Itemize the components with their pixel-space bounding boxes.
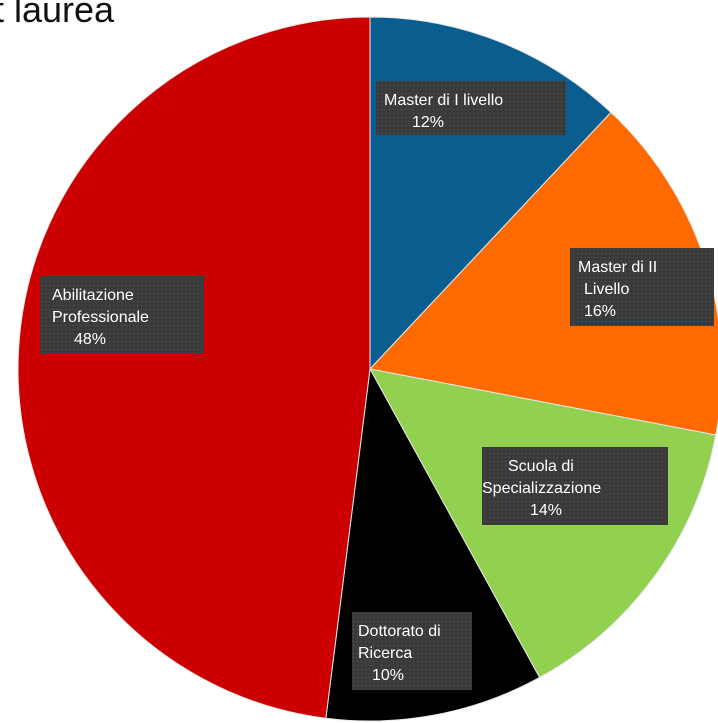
data-label-box (352, 612, 472, 690)
data-label-name: Ricerca (358, 645, 412, 662)
pie-slices (17, 16, 718, 722)
chart-title: t laurea (0, 0, 115, 30)
data-label-name: Scuola di (508, 458, 574, 475)
pie-slice-5 (17, 16, 371, 719)
data-label-value: 12% (412, 114, 444, 131)
data-label-name: Livello (584, 281, 629, 298)
data-label-name: Dottorato di (358, 623, 441, 640)
data-label-name: Professionale (52, 309, 149, 326)
data-label-value: 14% (530, 502, 562, 519)
data-label-box (482, 447, 668, 525)
pie-labels: Master di I livello 12% Master di II Livell… (40, 81, 714, 690)
data-label-name: Specializzazione (482, 480, 601, 497)
data-label-box (376, 81, 566, 135)
data-label-name: Abilitazione (52, 287, 134, 304)
data-label-box (570, 248, 714, 326)
data-label-5: Abilitazione Professionale 48% (40, 276, 204, 354)
data-label-name: Master di II (578, 259, 657, 276)
data-label-value: 10% (372, 667, 404, 684)
data-label-2: Master di II Livello 16% (570, 248, 714, 326)
data-label-1: Master di I livello 12% (376, 81, 566, 135)
data-label-name: Master di I livello (384, 92, 503, 109)
data-label-box (40, 276, 204, 354)
data-label-value: 48% (74, 331, 106, 348)
data-label-value: 16% (584, 303, 616, 320)
data-label-3: Scuola di Specializzazione 14% (482, 447, 668, 525)
data-label-4: Dottorato di Ricerca 10% (352, 612, 472, 690)
